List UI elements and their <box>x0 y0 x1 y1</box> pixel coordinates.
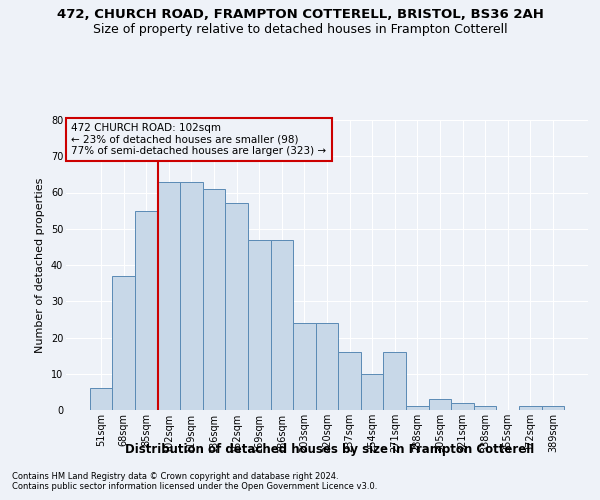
Text: Contains public sector information licensed under the Open Government Licence v3: Contains public sector information licen… <box>12 482 377 491</box>
Bar <box>428 399 451 410</box>
Bar <box>135 210 158 410</box>
Text: 472, CHURCH ROAD, FRAMPTON COTTERELL, BRISTOL, BS36 2AH: 472, CHURCH ROAD, FRAMPTON COTTERELL, BR… <box>56 8 544 20</box>
Bar <box>158 182 180 410</box>
Bar <box>383 352 406 410</box>
Bar <box>519 406 542 410</box>
Y-axis label: Number of detached properties: Number of detached properties <box>35 178 45 352</box>
Text: Size of property relative to detached houses in Frampton Cotterell: Size of property relative to detached ho… <box>92 22 508 36</box>
Bar <box>180 182 203 410</box>
Text: Distribution of detached houses by size in Frampton Cotterell: Distribution of detached houses by size … <box>125 442 535 456</box>
Bar <box>338 352 361 410</box>
Bar <box>316 323 338 410</box>
Bar <box>90 388 112 410</box>
Bar <box>203 189 226 410</box>
Bar <box>271 240 293 410</box>
Bar <box>406 406 428 410</box>
Bar <box>293 323 316 410</box>
Bar <box>451 403 474 410</box>
Text: 472 CHURCH ROAD: 102sqm
← 23% of detached houses are smaller (98)
77% of semi-de: 472 CHURCH ROAD: 102sqm ← 23% of detache… <box>71 123 326 156</box>
Bar <box>112 276 135 410</box>
Bar <box>361 374 383 410</box>
Bar <box>474 406 496 410</box>
Bar <box>542 406 564 410</box>
Bar <box>248 240 271 410</box>
Bar <box>226 204 248 410</box>
Text: Contains HM Land Registry data © Crown copyright and database right 2024.: Contains HM Land Registry data © Crown c… <box>12 472 338 481</box>
